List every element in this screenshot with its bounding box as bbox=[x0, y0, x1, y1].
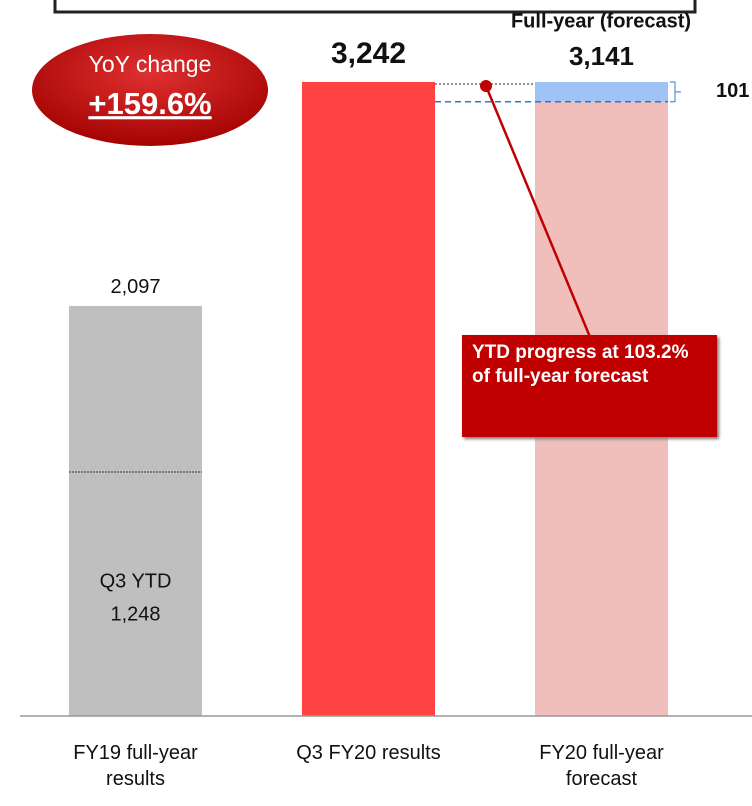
yoy-value: +159.6% bbox=[88, 86, 211, 121]
value-label: 3,141 bbox=[569, 41, 634, 71]
callout-pointer bbox=[484, 85, 592, 338]
bar bbox=[69, 305, 202, 716]
value-label: 3,242 bbox=[331, 37, 406, 70]
category-label: FY20 full-year forecast bbox=[539, 742, 664, 790]
callout-dot bbox=[480, 80, 492, 92]
ytd-label: Q3 YTD bbox=[100, 570, 172, 592]
callout: YTD progress at 103.2% of full-year fore… bbox=[462, 335, 717, 437]
difference-band bbox=[535, 82, 668, 102]
ytd-value-label: 1,248 bbox=[110, 603, 160, 625]
difference-label: 101 bbox=[716, 80, 749, 102]
bar bbox=[302, 82, 435, 716]
yoy-badge bbox=[32, 34, 268, 146]
category-label: Q3 FY20 results bbox=[296, 742, 441, 764]
header-box bbox=[53, 0, 697, 14]
forecast-header: Full-year (forecast) bbox=[511, 10, 691, 32]
yoy-label: YoY change bbox=[89, 51, 212, 77]
difference-bracket bbox=[670, 81, 681, 103]
category-label: FY19 full-year results bbox=[73, 742, 198, 790]
value-label: 2,097 bbox=[110, 276, 160, 298]
